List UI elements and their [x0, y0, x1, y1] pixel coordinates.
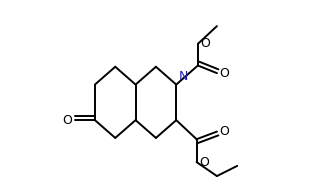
Text: O: O	[200, 37, 210, 50]
Text: O: O	[220, 125, 229, 138]
Text: O: O	[199, 156, 209, 169]
Text: O: O	[62, 114, 72, 127]
Text: N: N	[178, 70, 188, 83]
Text: O: O	[220, 67, 229, 80]
